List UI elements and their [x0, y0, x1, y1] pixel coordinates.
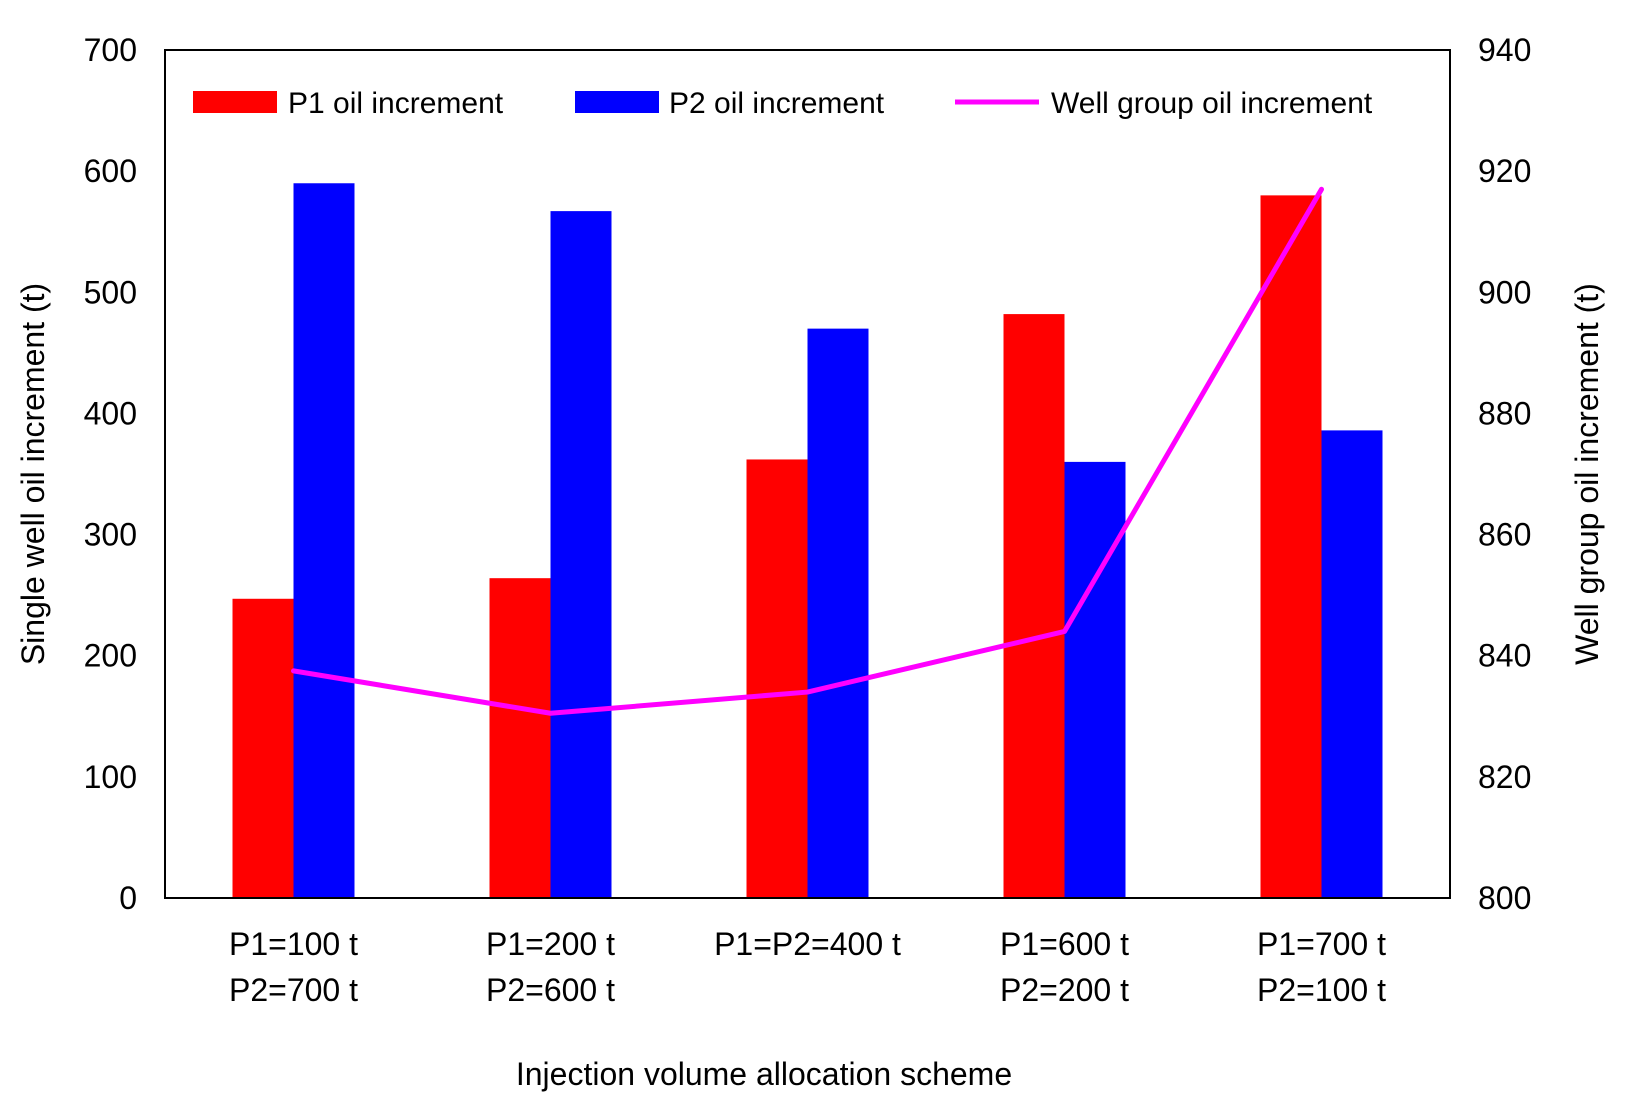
- legend-label-3: Well group oil increment: [1051, 87, 1373, 120]
- category-label: P1=600 t: [1000, 926, 1129, 962]
- bar-p2-oil-increment-1: [294, 183, 355, 898]
- category-label: P2=600 t: [486, 972, 615, 1008]
- bar-p2-oil-increment-2: [551, 211, 612, 898]
- y2-tick-label: 940: [1478, 32, 1531, 68]
- right-axis-ticks: 800 820 840 860 880 900 920 940: [1478, 32, 1531, 916]
- category-label: P1=P2=400 t: [714, 926, 901, 962]
- y-tick-label: 200: [84, 638, 137, 674]
- category-label: P2=100 t: [1257, 972, 1386, 1008]
- y-axis-title: Single well oil increment (t): [15, 283, 51, 665]
- y2-tick-label: 860: [1478, 517, 1531, 553]
- bar-p1-oil-increment-1: [233, 599, 294, 898]
- y-tick-label: 600: [84, 153, 137, 189]
- y2-tick-label: 880: [1478, 395, 1531, 431]
- y2-tick-label: 900: [1478, 274, 1531, 310]
- y2-tick-label: 820: [1478, 759, 1531, 795]
- legend-swatch-2: [575, 91, 659, 113]
- left-axis-ticks: 0 100 200 300 400 500 600 700: [84, 32, 137, 916]
- category-label: P2=200 t: [1000, 972, 1129, 1008]
- y2-tick-label: 800: [1478, 880, 1531, 916]
- x-axis-title: Injection volume allocation scheme: [516, 1056, 1012, 1092]
- y-tick-label: 400: [84, 395, 137, 431]
- legend: P1 oil increment P2 oil increment Well gro…: [193, 87, 1373, 120]
- bar-p2-oil-increment-5: [1322, 430, 1383, 898]
- y-tick-label: 100: [84, 759, 137, 795]
- category-labels: P1=100 t P2=700 t P1=200 t P2=600 t P1=P2=40…: [229, 926, 1386, 1008]
- legend-label-1: P1 oil increment: [288, 87, 504, 120]
- legend-swatch-1: [193, 91, 277, 113]
- category-label: P1=200 t: [486, 926, 615, 962]
- bars-layer: [233, 183, 1383, 898]
- y2-tick-label: 920: [1478, 153, 1531, 189]
- y2-axis-title: Well group oil increment (t): [1569, 283, 1605, 665]
- bar-p1-oil-increment-4: [1004, 314, 1065, 898]
- y2-tick-label: 840: [1478, 638, 1531, 674]
- y-tick-label: 300: [84, 517, 137, 553]
- category-label: P2=700 t: [229, 972, 358, 1008]
- bar-p2-oil-increment-3: [808, 329, 869, 898]
- category-label: P1=100 t: [229, 926, 358, 962]
- y-tick-label: 700: [84, 32, 137, 68]
- bar-p1-oil-increment-3: [747, 459, 808, 898]
- legend-label-2: P2 oil increment: [669, 87, 885, 120]
- bar-p1-oil-increment-5: [1261, 195, 1322, 898]
- y-tick-label: 0: [119, 880, 137, 916]
- bar-p1-oil-increment-2: [490, 578, 551, 898]
- bar-p2-oil-increment-4: [1065, 462, 1126, 898]
- category-label: P1=700 t: [1257, 926, 1386, 962]
- y-tick-label: 500: [84, 274, 137, 310]
